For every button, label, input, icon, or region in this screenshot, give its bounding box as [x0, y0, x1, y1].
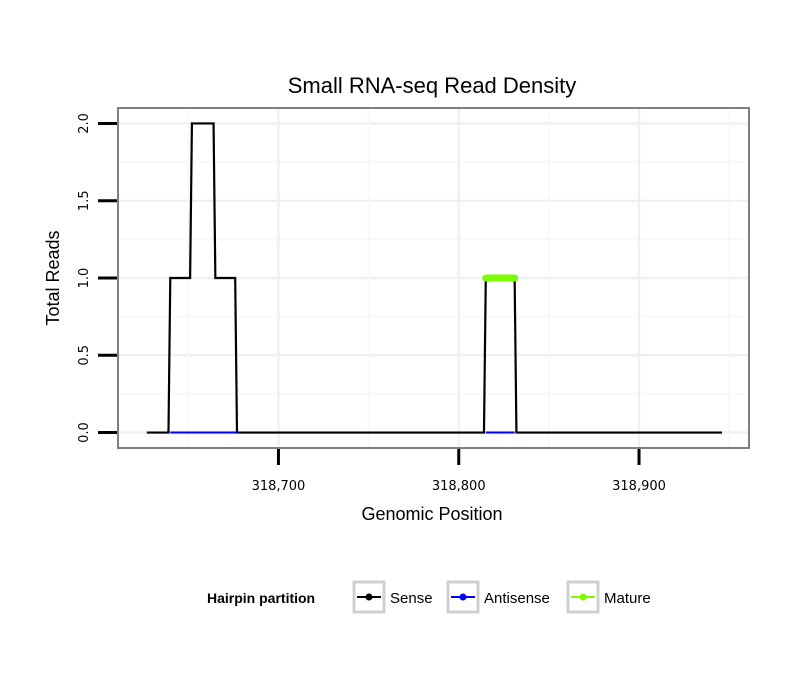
chart-title: Small RNA-seq Read Density [288, 73, 577, 98]
axes: 0.0 0.5 1.0 1.5 2.0 318,700 318,800 318,900 [77, 113, 666, 494]
x-tick-label: 318,800 [432, 479, 486, 494]
y-tick-label: 2.0 [77, 113, 92, 134]
legend-label: Antisense [484, 590, 550, 607]
legend-item-mature: Mature [566, 580, 651, 614]
x-axis-title: Genomic Position [361, 504, 502, 524]
legend-item-sense: Sense [352, 580, 433, 614]
y-tick-label: 0.5 [77, 345, 92, 366]
legend-key-dot [459, 593, 467, 601]
y-axis-title: Total Reads [43, 230, 63, 325]
legend-item-antisense: Antisense [446, 580, 550, 614]
legend-key-dot [579, 593, 587, 601]
x-tick-label: 318,900 [612, 479, 666, 494]
legend-label: Mature [604, 590, 651, 607]
y-tick-label: 1.5 [77, 190, 92, 211]
x-tick-label: 318,700 [252, 479, 306, 494]
legend-label: Sense [390, 590, 433, 607]
legend-title: Hairpin partition [207, 590, 315, 606]
legend: Hairpin partition Sense Antisense Mature [207, 580, 651, 614]
y-tick-label: 1.0 [77, 268, 92, 289]
legend-key-dot [365, 593, 373, 601]
y-tick-label: 0.0 [77, 422, 92, 443]
data-series [146, 122, 722, 434]
